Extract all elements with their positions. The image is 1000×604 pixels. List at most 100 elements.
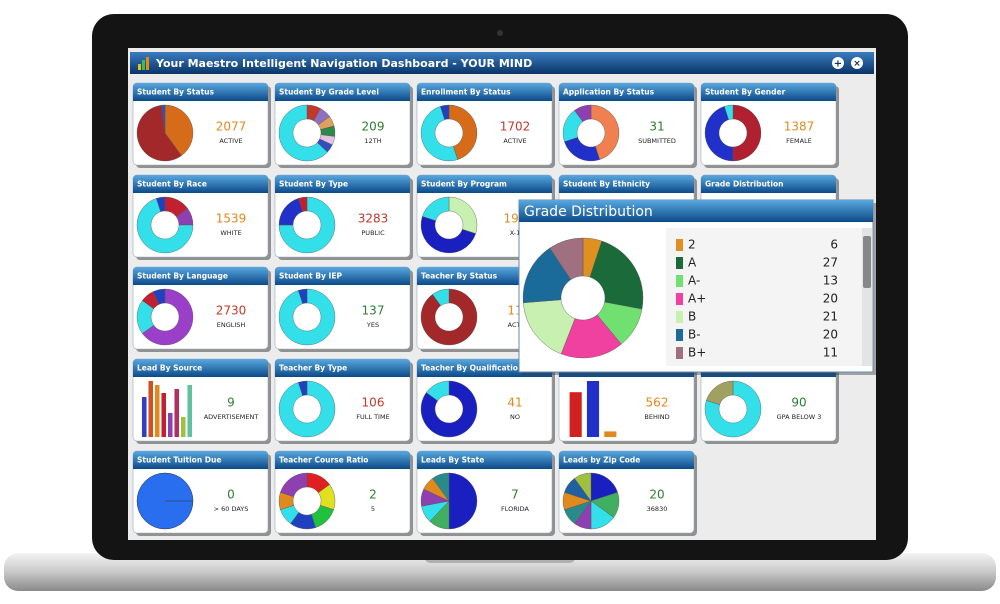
add-button[interactable] [832,57,844,69]
widget-titlebar [701,83,836,101]
widget-value: 2077 [216,120,247,134]
chart-slice [152,288,166,305]
widget-title: Student By Status [137,88,215,97]
legend-swatch [676,293,683,305]
widget: Student By Race 1539 WHITE [132,174,271,260]
widget: Student By Status 2077 ACTIVE [132,82,271,168]
widget-value: 0 [227,488,235,502]
widget-titlebar [417,267,552,285]
widget-title: Teacher By Type [279,364,347,373]
widget-titlebar [559,451,694,469]
widget: Teacher By Qualification 41 NO [416,358,555,444]
widget: Student Tuition Due 0 > 60 DAYS [132,450,271,536]
chart-bar [604,431,617,437]
widget-title: Leads By State [421,456,484,465]
widget-title: Student By Type [279,180,348,189]
widget: Leads by Zip Code 20 36830 [558,450,697,536]
widget: Lead By Source 9 ADVERTISEMENT [132,358,271,444]
widget-titlebar [417,359,552,377]
legend-name: B+ [688,346,706,360]
legend-swatch [676,275,683,287]
add-icon: + [834,59,842,70]
widget-grid: Student By Status 2077 ACTIVE Student By Gr… [132,82,839,536]
chart-bar [174,389,180,437]
widget-titlebar [701,175,836,193]
widget-title: Student By Grade Level [279,88,379,97]
chart-slice [161,104,166,134]
chart-slice [278,104,328,162]
chart-slice [298,288,308,304]
widget-title: Enrollment By Status [421,88,511,97]
widget-label: PUBLIC [361,229,385,237]
widget-value: 562 [646,396,669,410]
widget-label: 12TH [364,137,381,145]
widget-label: ACTI [508,321,523,329]
legend-name: A [688,256,697,270]
widget: Student By Gender 1387 FEMALE [700,82,839,168]
popup-titlebar [519,200,873,222]
widget-titlebar [417,175,552,193]
chart-bar [161,393,167,437]
widget-value: 90 [791,396,806,410]
widget-titlebar [559,175,694,193]
widget: Student By Grade Level 209 12TH [274,82,413,168]
chart-bar [148,381,154,437]
chart-slice [574,104,592,122]
widget: Application By Status 31 SUBMITTED [558,82,697,168]
header-bar [130,52,874,74]
chart-slice [422,196,450,221]
widget: Teacher By Type 106 FULL TIME [274,358,413,444]
legend-value: 13 [823,274,838,288]
legend-value: 11 [823,346,838,360]
widget-label: SUBMITTED [638,137,676,145]
widget-label: X-1 [510,229,521,237]
chart-bar [586,381,600,437]
widget-label: NO [510,413,520,421]
scrollbar-track[interactable] [862,228,872,366]
widget-value: 2730 [216,304,247,318]
legend-name: B- [688,328,701,342]
widget-titlebar [417,451,552,469]
chart-slice [164,104,194,156]
widget-titlebar [133,175,268,193]
widget-title: Student By Ethnicity [563,180,650,189]
widget: Teacher Course Ratio 2 5 [274,450,413,536]
chart-slice [278,288,336,346]
widget-titlebar [133,359,268,377]
widget-label: FEMALE [786,137,812,145]
chart-slice [156,196,166,212]
chart-bar [180,417,186,437]
close-button[interactable] [851,57,863,69]
legend-name: B [688,310,696,324]
popup-title: Grade Distribution [524,204,653,220]
widget: 90 GPA BELOW 3 [700,358,839,444]
chart-slice [732,104,762,162]
widget-label: 36830 [647,505,668,513]
scrollbar-thumb[interactable] [863,236,871,288]
widget-value: 209 [362,120,385,134]
widget-value: 3283 [358,212,389,226]
legend-value: 6 [830,238,838,252]
widget-value: 1702 [500,120,531,134]
legend-swatch [676,239,683,251]
widget-value: 20 [649,488,664,502]
legend-value: 27 [823,256,838,270]
chart-slice [590,104,620,160]
chart-slice [298,196,308,212]
widget-label: 5 [371,505,375,513]
widget-value: 1539 [216,212,247,226]
laptop-base [4,553,996,591]
legend-name: A+ [688,292,706,306]
widget-title: Student By Language [137,272,228,281]
widget-title: Student Tuition Due [137,456,221,465]
camera [497,30,503,36]
chart-slice [142,288,194,346]
widget-title: Grade Distribution [705,180,783,189]
chart-slice [420,106,458,162]
chart-slice [704,106,734,162]
widget-title: Teacher Course Ratio [279,456,368,465]
widget-value: 31 [649,120,664,134]
widget: Student By Type 3283 PUBLIC [274,174,413,260]
legend-value: 20 [823,292,838,306]
